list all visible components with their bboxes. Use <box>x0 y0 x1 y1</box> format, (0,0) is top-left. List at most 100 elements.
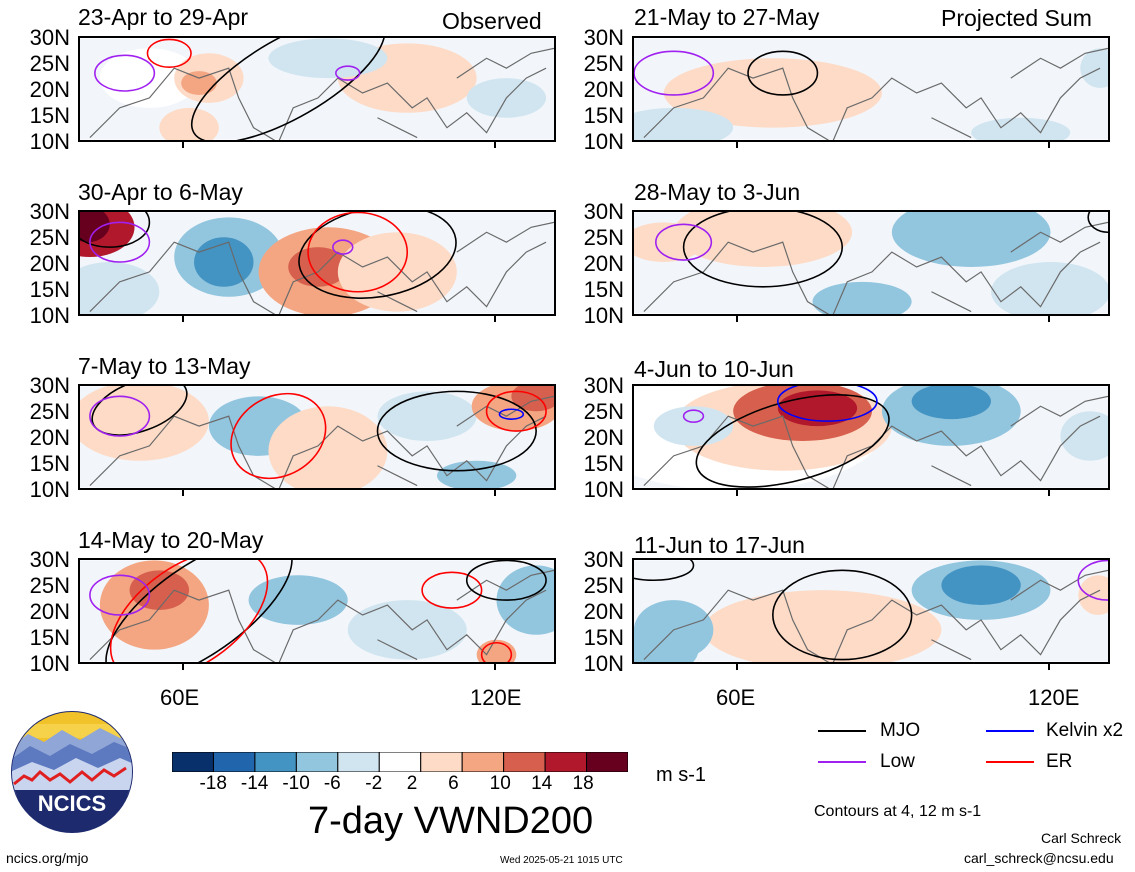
contour-line <box>485 390 547 432</box>
coastline <box>89 569 554 662</box>
coastline <box>643 569 1108 662</box>
lon-tick <box>1048 142 1050 148</box>
map-panel <box>632 558 1110 664</box>
legend-mjo-swatch <box>818 730 866 732</box>
contour-line <box>335 65 361 81</box>
contour-line <box>298 212 457 299</box>
colorbar-swatch <box>503 751 546 773</box>
lon-label-60e: 60E <box>160 685 200 710</box>
colorbar-swatch <box>171 751 214 773</box>
contour-line <box>1077 560 1108 601</box>
lon-tick <box>182 490 184 496</box>
colorbar-swatch <box>378 751 422 773</box>
map-panel <box>78 36 556 142</box>
panel-title: 7-May to 13-May <box>78 353 251 379</box>
lat-label: 25N <box>583 51 624 76</box>
logo-text: NCICS <box>38 791 106 816</box>
contour-line <box>772 569 913 661</box>
lat-label: 30N <box>29 25 70 50</box>
contour-line <box>634 50 715 96</box>
map-panel <box>632 36 1110 142</box>
lat-label: 25N <box>583 399 624 424</box>
lat-label: 30N <box>29 199 70 224</box>
lat-label: 20N <box>29 251 70 276</box>
coastline <box>643 47 1108 140</box>
lon-tick <box>736 664 738 670</box>
colorbar-tick-label: -10 <box>282 773 310 794</box>
anomaly-patch <box>159 107 219 140</box>
legend-mjo-label: MJO <box>880 720 921 741</box>
anomaly-patch <box>1060 411 1108 461</box>
map-panel <box>632 384 1110 490</box>
footer-timestamp: Wed 2025-05-21 1015 UTC <box>500 855 623 866</box>
anomaly-patch <box>377 391 477 441</box>
lon-tick <box>494 142 496 148</box>
lon-tick <box>1048 664 1050 670</box>
lon-label-120e: 120E <box>1028 685 1080 710</box>
anomaly-patch <box>891 212 1051 267</box>
anomaly-patch <box>911 386 991 420</box>
contour-line <box>421 571 483 609</box>
projected-sum-label: Projected Sum <box>941 5 1092 31</box>
lon-tick <box>182 142 184 148</box>
coastline <box>643 395 1108 488</box>
lat-label: 30N <box>29 373 70 398</box>
contour-note: Contours at 4, 12 m s-1 <box>814 803 982 820</box>
lat-label: 25N <box>583 225 624 250</box>
lon-tick <box>182 316 184 322</box>
colorbar-tick-label: 10 <box>489 773 511 794</box>
lon-tick <box>182 664 184 670</box>
lat-label: 15N <box>29 277 70 302</box>
lat-label: 10N <box>29 477 70 502</box>
contour-line <box>230 392 327 480</box>
colorbar-swatch <box>295 751 339 773</box>
lat-label: 20N <box>583 251 624 276</box>
contour-line <box>682 409 705 423</box>
lat-label: 30N <box>29 547 70 572</box>
lat-label: 10N <box>29 129 70 154</box>
map-panel <box>632 210 1110 316</box>
anomaly-patch <box>268 38 388 79</box>
contour-line <box>376 390 537 472</box>
anomaly-patch <box>268 406 388 488</box>
contour-line <box>109 560 269 662</box>
lat-label: 15N <box>583 625 624 650</box>
colorbar-tick-label: 6 <box>448 773 459 794</box>
lat-label: 25N <box>29 51 70 76</box>
lon-tick <box>494 490 496 496</box>
coastline <box>643 221 1108 314</box>
lat-label: 10N <box>583 303 624 328</box>
lat-label: 15N <box>29 451 70 476</box>
anomaly-patch <box>991 262 1108 314</box>
map-panel <box>78 558 556 664</box>
ncics-logo: NCICS <box>10 710 134 834</box>
contour-line <box>89 574 151 616</box>
contour-line <box>332 239 354 255</box>
panel-title: 23-Apr to 29-Apr <box>78 4 249 30</box>
footer-author: Carl Schreck <box>1041 830 1122 846</box>
colorbar-tick-label: -6 <box>323 773 341 794</box>
panel-title: 30-Apr to 6-May <box>78 179 243 205</box>
colorbar-tick-label: 2 <box>406 773 418 794</box>
anomaly-patch <box>80 212 110 243</box>
lon-tick <box>736 142 738 148</box>
anomaly-patch <box>347 600 467 660</box>
colorbar-swatch <box>337 751 380 773</box>
lat-label: 25N <box>29 573 70 598</box>
contour-line <box>465 560 547 601</box>
legend-er-swatch <box>986 761 1034 763</box>
legend-er-label: ER <box>1046 751 1073 772</box>
contour-line <box>94 54 156 92</box>
contour-line <box>190 38 386 140</box>
lon-tick <box>494 664 496 670</box>
lat-label: 30N <box>583 547 624 572</box>
anomaly-patch <box>496 565 554 635</box>
contour-line <box>480 641 513 662</box>
anomaly-patch <box>1078 575 1108 615</box>
anomaly-patch <box>1080 48 1108 89</box>
colorbar-swatch <box>586 751 629 773</box>
panel-title: 14-May to 20-May <box>78 527 264 553</box>
panel-title: 21-May to 27-May <box>634 4 820 30</box>
colorbar-swatch <box>254 751 297 773</box>
lat-label: 15N <box>583 103 624 128</box>
